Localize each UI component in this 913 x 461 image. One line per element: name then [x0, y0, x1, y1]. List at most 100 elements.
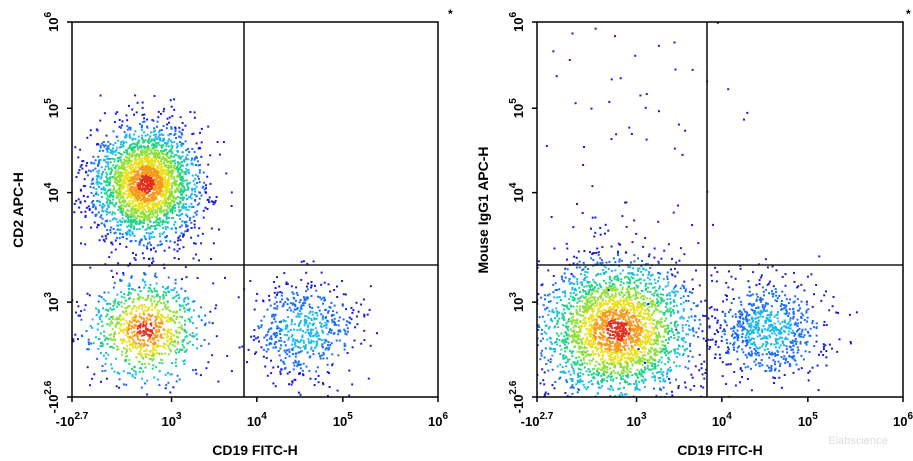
event-dot: [109, 219, 112, 222]
event-dot: [179, 331, 181, 334]
event-dot: [182, 191, 185, 194]
event-dot: [598, 335, 600, 338]
event-dot: [629, 266, 632, 269]
event-dot: [147, 344, 149, 347]
event-dot: [184, 221, 187, 224]
event-dot: [652, 311, 655, 314]
event-dot: [336, 285, 338, 288]
event-dot: [615, 334, 618, 337]
event-dot: [139, 145, 142, 148]
event-dot: [674, 294, 677, 297]
event-dot: [169, 192, 172, 195]
event-dot: [146, 296, 149, 299]
event-dot: [159, 298, 162, 301]
event-dot: [116, 348, 119, 351]
event-dot: [163, 149, 166, 152]
event-dot: [115, 189, 118, 192]
event-dot: [193, 223, 196, 226]
event-dot: [189, 216, 192, 219]
event-dot: [137, 169, 140, 172]
event-dot: [164, 153, 167, 156]
event-dot: [169, 205, 171, 208]
event-dot: [133, 346, 136, 348]
event-dot: [109, 195, 112, 198]
event-dot: [177, 161, 179, 163]
event-dot: [143, 199, 146, 202]
event-dot: [584, 320, 587, 323]
event-dot: [316, 366, 319, 369]
event-dot: [163, 343, 166, 346]
event-dot: [175, 311, 178, 314]
event-dot: [181, 128, 184, 131]
event-dot: [641, 354, 644, 357]
y-tick-label: 104: [43, 182, 61, 202]
event-dot: [122, 180, 125, 183]
event-dot: [134, 191, 137, 194]
event-dot: [193, 151, 196, 153]
event-dot: [179, 202, 182, 204]
event-dot: [136, 181, 139, 184]
event-dot: [577, 331, 580, 334]
event-dot: [602, 351, 604, 354]
event-dot: [137, 345, 140, 348]
event-dot: [143, 334, 146, 337]
event-dot: [178, 378, 181, 381]
event-dot: [108, 256, 111, 259]
event-dot: [307, 331, 310, 334]
event-dot: [91, 179, 94, 182]
event-dot: [299, 328, 302, 331]
event-dot: [147, 208, 150, 211]
event-dot: [171, 344, 174, 347]
event-dot: [157, 152, 160, 154]
event-dot: [135, 306, 138, 309]
event-dot: [632, 333, 635, 336]
event-dot: [192, 369, 194, 372]
event-dot: [158, 232, 161, 235]
event-dot: [160, 168, 163, 171]
event-dot: [156, 314, 159, 317]
event-dot: [162, 176, 164, 179]
event-dot: [135, 200, 138, 202]
event-dot: [112, 305, 115, 307]
event-dot: [96, 226, 99, 229]
event-dot: [75, 176, 78, 178]
event-dot: [141, 171, 144, 174]
event-dot: [161, 209, 164, 212]
event-dot: [308, 369, 311, 372]
event-dot: [106, 146, 109, 149]
event-dot: [100, 214, 103, 217]
event-dot: [137, 352, 140, 355]
event-dot: [150, 334, 153, 337]
event-dot: [637, 279, 640, 282]
event-dot: [616, 372, 619, 375]
event-dot: [366, 313, 369, 316]
event-dot: [162, 190, 165, 193]
event-dot: [142, 325, 144, 328]
event-dot: [185, 164, 188, 167]
event-dot: [154, 316, 157, 318]
event-dot: [97, 193, 100, 196]
event-dot: [326, 371, 329, 374]
event-dot: [125, 351, 128, 354]
event-dot: [117, 348, 120, 351]
event-dot: [121, 233, 124, 236]
event-dot: [131, 317, 133, 320]
event-dot: [619, 284, 622, 287]
event-dot: [141, 296, 144, 299]
event-dot: [105, 192, 108, 195]
event-dot: [130, 195, 133, 198]
event-dot: [190, 227, 193, 229]
event-dot: [183, 159, 185, 162]
event-dot: [575, 305, 578, 308]
event-dot: [274, 296, 277, 299]
event-dot: [279, 328, 282, 331]
event-dot: [106, 189, 109, 192]
event-dot: [544, 298, 546, 301]
event-dot: [148, 153, 150, 156]
event-dot: [122, 272, 125, 274]
event-dot: [178, 308, 181, 311]
event-dot: [182, 206, 184, 209]
event-dot: [154, 323, 157, 326]
event-dot: [128, 153, 131, 156]
event-dot: [642, 302, 645, 305]
